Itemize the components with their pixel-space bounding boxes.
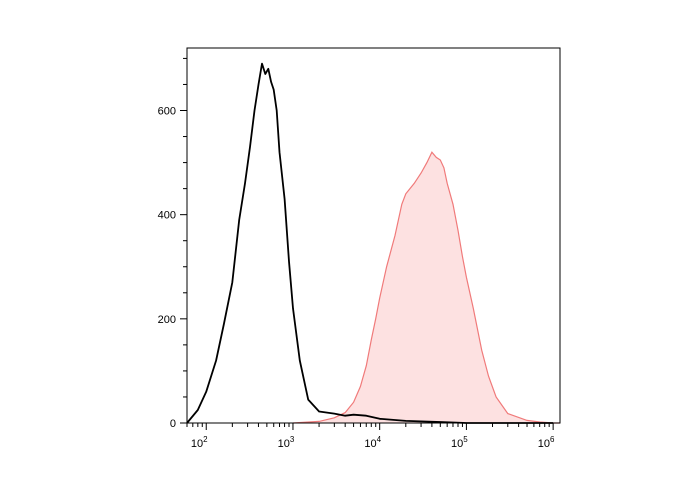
x-tick-label: 104: [364, 435, 381, 450]
y-axis: 0 200 400 600: [158, 57, 187, 430]
x-axis: 102 103 104 105 106: [186, 423, 555, 450]
y-tick-label: 200: [158, 314, 176, 326]
positive-histogram-line: [292, 151, 560, 424]
y-tick-label: 600: [158, 106, 176, 118]
x-tick-label: 106: [538, 435, 555, 450]
control-histogram-line: [186, 62, 554, 424]
y-tick-label: 0: [170, 418, 176, 430]
x-tick-label: 102: [191, 435, 208, 450]
x-tick-label: 103: [278, 435, 295, 450]
x-tick-label: 105: [451, 435, 468, 450]
plot-frame: [186, 47, 561, 424]
positive-histogram-fill: [293, 152, 560, 423]
series-layer: [186, 62, 560, 424]
y-tick-label: 400: [158, 210, 176, 222]
